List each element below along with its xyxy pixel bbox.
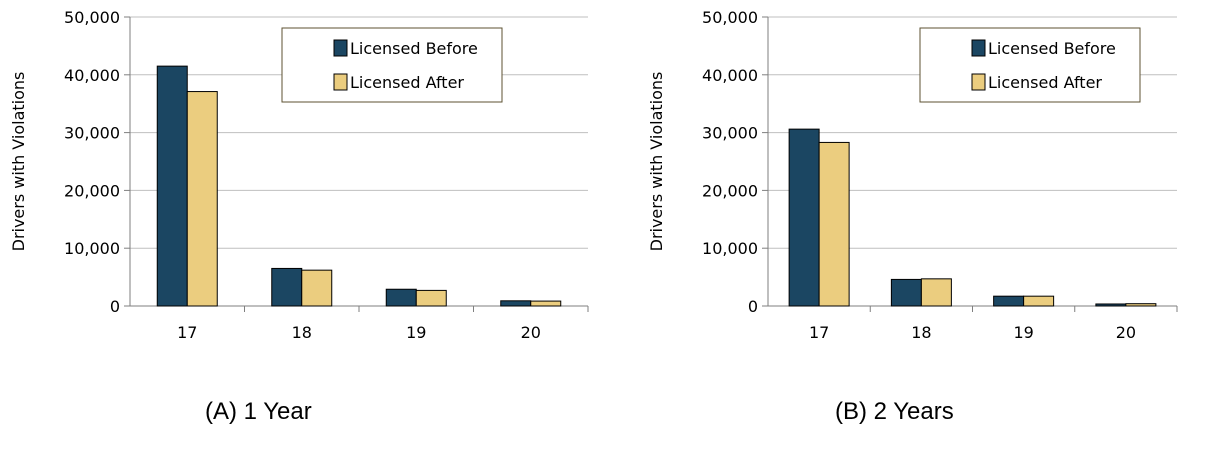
chart-panel-b: 0 10,000 20,000 30,000 40,000 50,000 17 18 19 20 L… xyxy=(638,0,1208,370)
y-axis-label: Drivers with Violations xyxy=(9,72,28,252)
legend-swatch xyxy=(971,73,986,91)
x-tick-label: 17 xyxy=(809,323,829,342)
x-tick-label: 19 xyxy=(1013,323,1033,342)
y-tick-label: 30,000 xyxy=(64,124,120,143)
chart-caption-a: (A) 1 Year xyxy=(205,398,312,425)
y-tick-label: 20,000 xyxy=(702,181,758,200)
chart-panel-a: 0 10,000 20,000 30,000 40,000 50,000 17 18 19 20 L… xyxy=(0,0,604,370)
bar-licensed-before xyxy=(271,267,303,307)
y-tick-label: 10,000 xyxy=(702,239,758,258)
legend-box xyxy=(281,27,503,103)
legend-label: Licensed After xyxy=(350,73,464,92)
bar-chart-1-year: 0 10,000 20,000 30,000 40,000 50,000 17 18 19 20 L… xyxy=(9,8,589,370)
x-tick-label: 18 xyxy=(911,323,931,342)
x-tick-label: 17 xyxy=(177,323,197,342)
x-axis-label: License Age xyxy=(924,369,1020,370)
x-axis-label: License Age xyxy=(311,369,407,370)
legend-swatch xyxy=(333,73,348,91)
legend-box xyxy=(919,27,1141,103)
x-tick-label: 19 xyxy=(406,323,426,342)
bar-licensed-before xyxy=(1095,303,1127,307)
y-axis-label: Drivers with Violations xyxy=(647,72,666,252)
y-tick-label: 0 xyxy=(110,297,120,316)
y-tick-label: 50,000 xyxy=(64,8,120,27)
x-tick-label: 20 xyxy=(1116,323,1136,342)
legend-label: Licensed Before xyxy=(988,39,1116,58)
x-tick-label: 20 xyxy=(521,323,541,342)
legend-swatch xyxy=(333,39,348,57)
y-tick-label: 40,000 xyxy=(702,66,758,85)
bar-licensed-after xyxy=(920,278,952,307)
y-tick-label: 40,000 xyxy=(64,66,120,85)
y-tick-label: 10,000 xyxy=(64,239,120,258)
legend-swatch xyxy=(971,39,986,57)
bar-licensed-after xyxy=(1125,303,1157,307)
chart-caption-b: (B) 2 Years xyxy=(835,398,954,425)
bar-licensed-before xyxy=(385,288,417,307)
bar-chart-2-years: 0 10,000 20,000 30,000 40,000 50,000 17 18 19 20 L… xyxy=(647,8,1178,370)
bar-licensed-after xyxy=(530,300,562,307)
bar-licensed-before xyxy=(993,295,1025,307)
legend-label: Licensed After xyxy=(988,73,1102,92)
y-tick-label: 50,000 xyxy=(702,8,758,27)
bar-licensed-before xyxy=(500,300,532,307)
y-tick-label: 0 xyxy=(748,297,758,316)
y-tick-label: 20,000 xyxy=(64,181,120,200)
bar-licensed-after xyxy=(415,289,447,307)
legend-label: Licensed Before xyxy=(350,39,478,58)
bar-licensed-before xyxy=(156,65,188,307)
bar-licensed-after xyxy=(186,91,218,307)
bar-licensed-after xyxy=(818,141,850,307)
x-tick-label: 18 xyxy=(292,323,312,342)
y-tick-label: 30,000 xyxy=(702,124,758,143)
bar-licensed-before xyxy=(890,278,922,307)
bar-licensed-after xyxy=(1023,295,1055,307)
bar-licensed-before xyxy=(788,128,820,307)
bar-licensed-after xyxy=(301,269,333,307)
